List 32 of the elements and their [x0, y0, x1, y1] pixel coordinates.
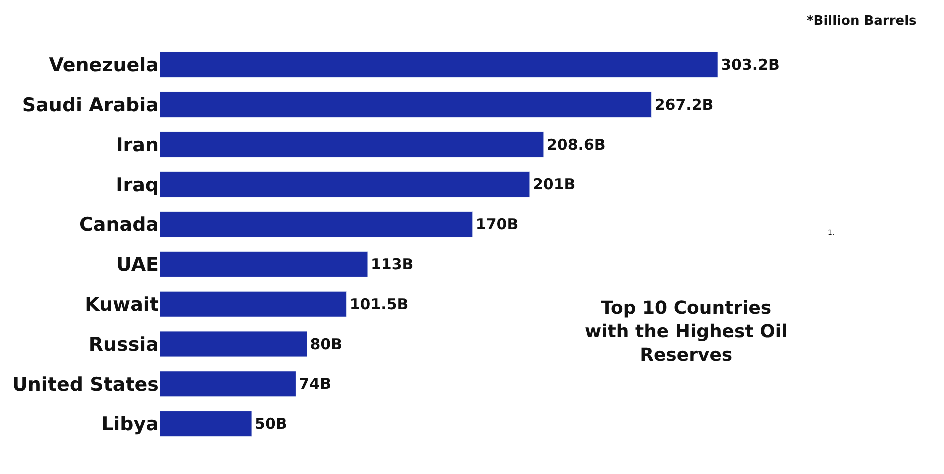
y-tick-label: Venezuela — [49, 54, 159, 77]
data-label: 303.2B — [721, 56, 780, 74]
data-label: 170B — [476, 216, 519, 234]
y-tick-label: Russia — [88, 334, 159, 356]
text: *Billion Barrels — [807, 14, 918, 29]
y-tick-label: Canada — [79, 214, 159, 236]
y-tick-label: Saudi Arabia — [22, 94, 159, 116]
bar — [160, 92, 652, 118]
bar — [160, 52, 718, 78]
data-label: 267.2B — [654, 96, 714, 114]
bar — [160, 291, 348, 318]
bar — [160, 411, 252, 438]
y-tick-label: Libya — [102, 414, 159, 436]
text: Top 10 Countries with the Highest Oil Reserves — [585, 298, 788, 366]
bar — [160, 172, 530, 198]
bar — [160, 251, 368, 278]
bar — [160, 132, 544, 158]
bar — [160, 371, 296, 398]
y-tick-label: Iraq — [116, 174, 159, 196]
y-tick-label: UAE — [116, 254, 159, 276]
y-tick-label: Kuwait — [85, 294, 159, 316]
bar — [160, 212, 474, 238]
data-label: 50B — [255, 415, 288, 434]
data-label: 208.6B — [546, 136, 606, 154]
y-tick-label: Iran — [116, 134, 159, 156]
y-tick-label: United States — [12, 374, 159, 396]
data-label: 80B — [310, 335, 343, 354]
data-label: 201B — [532, 176, 576, 194]
data-label: 101.5B — [350, 295, 409, 314]
data-label: 113B — [370, 255, 414, 274]
data-label: 74B — [299, 375, 332, 394]
bar — [160, 331, 308, 358]
